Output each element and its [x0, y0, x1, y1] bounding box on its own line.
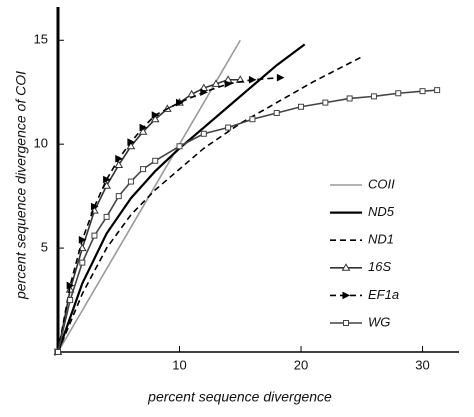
legend-marker	[342, 291, 351, 300]
point	[55, 349, 61, 355]
point	[114, 160, 124, 168]
point	[152, 157, 159, 164]
point	[322, 99, 329, 106]
legend-marker	[343, 320, 349, 326]
point	[103, 213, 110, 220]
point	[67, 297, 74, 304]
legend-label: WG	[368, 314, 390, 329]
x-tick-label: 30	[415, 357, 429, 372]
point	[115, 154, 123, 163]
point	[346, 95, 353, 102]
point	[370, 93, 377, 100]
point	[276, 73, 285, 82]
point	[419, 88, 426, 95]
point	[78, 235, 87, 244]
point	[200, 130, 207, 137]
point	[90, 202, 99, 211]
series-line	[57, 56, 363, 353]
legend-label: 16S	[368, 259, 391, 274]
point	[103, 175, 111, 184]
point	[225, 124, 232, 131]
legend-label: ND5	[368, 204, 395, 219]
x-tick-label: 20	[294, 357, 308, 372]
point	[150, 114, 160, 123]
legend-label: EF1a	[368, 287, 399, 302]
legend-label: COII	[368, 176, 395, 191]
x-axis-label: percent sequence divergence	[147, 389, 332, 405]
point	[176, 143, 183, 150]
y-tick-label: 15	[34, 32, 48, 47]
series-line	[56, 43, 306, 353]
legend-marker	[341, 263, 351, 271]
y-tick-label: 5	[41, 240, 48, 255]
legend-label: ND1	[368, 232, 394, 247]
point	[138, 127, 148, 135]
point	[127, 138, 136, 146]
point	[434, 87, 441, 94]
point	[298, 103, 305, 110]
point	[139, 123, 148, 132]
series-line	[57, 78, 241, 353]
point	[127, 178, 134, 185]
point	[115, 193, 122, 200]
point	[200, 88, 208, 97]
point	[224, 80, 233, 88]
point	[151, 111, 160, 119]
x-tick-label: 10	[172, 357, 186, 372]
point	[140, 166, 147, 173]
point	[395, 90, 402, 97]
y-axis-label: percent sequence divergence of COI	[13, 71, 29, 300]
point	[249, 116, 256, 123]
series-line	[57, 76, 281, 353]
point	[248, 75, 257, 84]
point	[211, 79, 221, 87]
y-tick-label: 10	[34, 136, 48, 151]
point	[79, 259, 86, 266]
point	[91, 232, 98, 239]
point	[273, 109, 280, 116]
point	[66, 281, 75, 290]
point	[176, 98, 184, 107]
